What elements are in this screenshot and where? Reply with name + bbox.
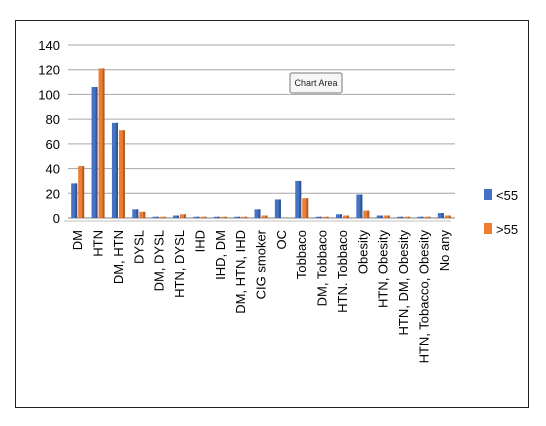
bar-over-55 [98, 68, 105, 218]
bar-under-55 [213, 216, 220, 218]
y-tick-label: 60 [46, 137, 60, 152]
y-tick-label: 20 [46, 186, 60, 201]
x-category-label: OC [274, 230, 289, 250]
x-category-label: Obesity [355, 230, 370, 275]
tooltip-label: Chart Area [294, 78, 337, 88]
y-tick-label: 100 [38, 87, 60, 102]
bar-under-55 [274, 199, 281, 218]
bar-under-55 [356, 194, 363, 218]
bar-over-55 [302, 198, 309, 218]
bar-over-55 [180, 214, 187, 218]
x-category-label: IHD [192, 230, 207, 252]
bar-under-55 [437, 213, 444, 218]
x-category-label: HTN, Tobacco, Obesity [416, 230, 431, 364]
legend-swatch [484, 223, 492, 234]
bar-over-55 [78, 166, 85, 218]
bar-over-55 [383, 215, 390, 218]
x-category-label: HTN, DYSL [172, 230, 187, 298]
x-category-label: DM, DYSL [152, 230, 167, 291]
legend-label: >55 [496, 222, 518, 237]
bar-over-55 [159, 216, 166, 218]
bar-over-55 [404, 216, 411, 218]
bar-under-55 [254, 209, 261, 218]
bar-over-55 [342, 215, 349, 218]
chart-area-tooltip: Chart Area [289, 72, 343, 94]
y-axis-ticks: 0 20 40 60 80 100 120 140 [38, 38, 60, 226]
x-category-label: No any [437, 230, 452, 272]
x-category-label: DM, HTN [111, 230, 126, 284]
y-tick-label: 120 [38, 63, 60, 78]
bar-over-55 [200, 216, 207, 218]
bar-under-55 [234, 216, 241, 218]
bar-over-55 [241, 216, 248, 218]
bar-over-55 [363, 210, 370, 218]
x-category-label: IHD, DM [213, 230, 228, 280]
x-category-label: Tobbaco [294, 230, 309, 279]
bar-under-55 [397, 216, 404, 218]
bar-under-55 [173, 215, 180, 218]
bar-over-55 [139, 211, 146, 218]
bars [71, 68, 451, 218]
x-category-label: HTN, DM, Obesity [396, 230, 411, 336]
bar-under-55 [315, 216, 322, 218]
legend-label: <55 [496, 188, 518, 203]
x-category-label: DM [70, 230, 85, 250]
y-tick-label: 40 [46, 162, 60, 177]
bar-over-55 [322, 216, 329, 218]
x-category-label: HTN [91, 230, 106, 257]
bar-under-55 [152, 216, 159, 218]
legend-swatch [484, 189, 492, 200]
bar-under-55 [335, 214, 342, 218]
x-category-label: DM, Tobbaco [315, 230, 330, 306]
bar-over-55 [444, 215, 451, 218]
bar-under-55 [71, 183, 78, 218]
bar-under-55 [295, 180, 302, 218]
x-category-label: CIG smoker [254, 229, 269, 299]
legend: <55 >55 [484, 188, 518, 237]
bar-under-55 [91, 87, 98, 218]
bar-over-55 [118, 130, 125, 218]
bar-over-55 [424, 216, 431, 218]
x-category-label: DM, HTN, IHD [233, 230, 248, 314]
bar-over-55 [220, 216, 227, 218]
bar-under-55 [132, 209, 139, 218]
x-category-label: HTN. Tobbaco [335, 230, 350, 313]
bar-under-55 [111, 122, 118, 218]
y-tick-label: 0 [53, 211, 60, 226]
x-category-label: HTN, Obesity [376, 230, 391, 309]
y-tick-label: 140 [38, 38, 60, 53]
bar-under-55 [417, 216, 424, 218]
bar-under-55 [193, 216, 200, 218]
x-axis-categories: DM HTN DM, HTN DYSL DM, DYSL HTN, DYSL IHD IHD,… [70, 229, 452, 363]
y-tick-label: 80 [46, 112, 60, 127]
x-category-label: DYSL [131, 230, 146, 264]
bar-over-55 [261, 215, 268, 218]
bar-under-55 [376, 215, 383, 218]
